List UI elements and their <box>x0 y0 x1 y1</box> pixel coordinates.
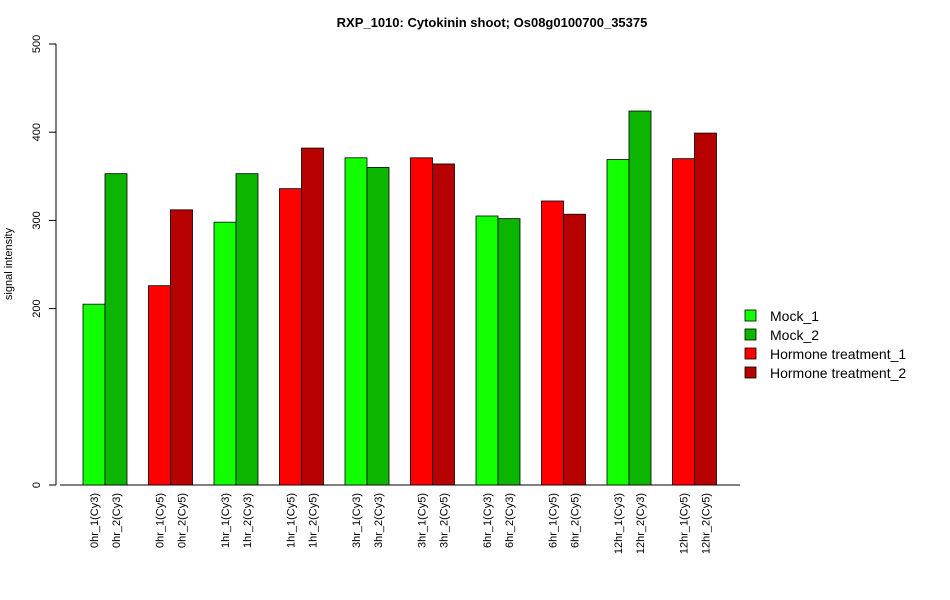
x-tick-label: 12hr_2(Cy3) <box>635 493 647 554</box>
x-tick-label: 3hr_2(Cy3) <box>373 493 385 548</box>
x-tick-label: 12hr_1(Cy5) <box>679 493 691 554</box>
chart-title: RXP_1010: Cytokinin shoot; Os08g0100700_… <box>337 15 648 30</box>
bar <box>672 158 695 486</box>
legend-label: Hormone treatment_1 <box>770 346 906 362</box>
bar <box>541 200 564 486</box>
legend-swatch <box>744 366 757 379</box>
legend: Mock_1 Mock_2 Hormone treatment_1 Hormone t… <box>744 308 906 381</box>
x-tick-label: 3hr_1(Cy3) <box>351 493 363 548</box>
y-axis: 0 200 300 400 500 <box>31 35 57 488</box>
legend-label: Hormone treatment_2 <box>770 365 906 381</box>
legend-swatch <box>744 309 757 322</box>
x-tick-label: 1hr_1(Cy5) <box>286 493 298 548</box>
x-tick-labels: 0hr_1(Cy3) 0hr_2(Cy3) 0hr_1(Cy5) 0hr_2(Cy5)… <box>89 493 713 554</box>
x-tick-label: 1hr_2(Cy3) <box>242 493 254 548</box>
bar <box>366 167 390 486</box>
x-tick-label: 6hr_1(Cy3) <box>482 493 494 548</box>
bar <box>104 173 128 486</box>
y-tick-label: 300 <box>31 211 43 229</box>
x-tick-label: 6hr_2(Cy3) <box>504 493 516 548</box>
legend-swatch <box>744 347 757 360</box>
x-tick-label: 0hr_2(Cy5) <box>177 493 189 548</box>
x-tick-label: 0hr_1(Cy5) <box>155 493 167 548</box>
bar <box>301 147 324 486</box>
bar <box>235 173 259 486</box>
x-tick-label: 0hr_2(Cy3) <box>111 493 123 548</box>
y-tick-label: 500 <box>31 35 43 53</box>
bar <box>475 215 499 486</box>
y-axis-label: signal intensity <box>3 227 15 300</box>
bar <box>213 221 237 486</box>
bar <box>148 285 171 486</box>
x-tick-label: 1hr_1(Cy3) <box>220 493 232 548</box>
bar <box>279 188 302 486</box>
y-tick-label: 200 <box>31 299 43 317</box>
bar <box>563 213 586 486</box>
bar <box>432 163 455 486</box>
x-tick-label: 3hr_1(Cy5) <box>417 493 429 548</box>
legend-label: Mock_1 <box>770 308 819 324</box>
y-tick-label: 400 <box>31 123 43 141</box>
bar <box>170 209 193 486</box>
x-tick-label: 0hr_1(Cy3) <box>89 493 101 548</box>
bar <box>410 157 433 486</box>
bar <box>606 159 630 486</box>
legend-label: Mock_2 <box>770 327 819 343</box>
y-tick-label: 0 <box>31 482 43 488</box>
bars <box>82 110 717 486</box>
x-tick-label: 6hr_2(Cy5) <box>570 493 582 548</box>
x-tick-label: 12hr_1(Cy3) <box>613 493 625 554</box>
bar <box>694 132 717 486</box>
x-tick-label: 12hr_2(Cy5) <box>701 493 713 554</box>
x-tick-label: 1hr_2(Cy5) <box>308 493 320 548</box>
bar <box>497 218 521 486</box>
x-tick-label: 3hr_2(Cy5) <box>439 493 451 548</box>
bar <box>344 157 368 486</box>
bar <box>82 303 106 486</box>
bar <box>628 110 652 486</box>
legend-swatch <box>744 328 757 341</box>
x-tick-label: 6hr_1(Cy5) <box>548 493 560 548</box>
